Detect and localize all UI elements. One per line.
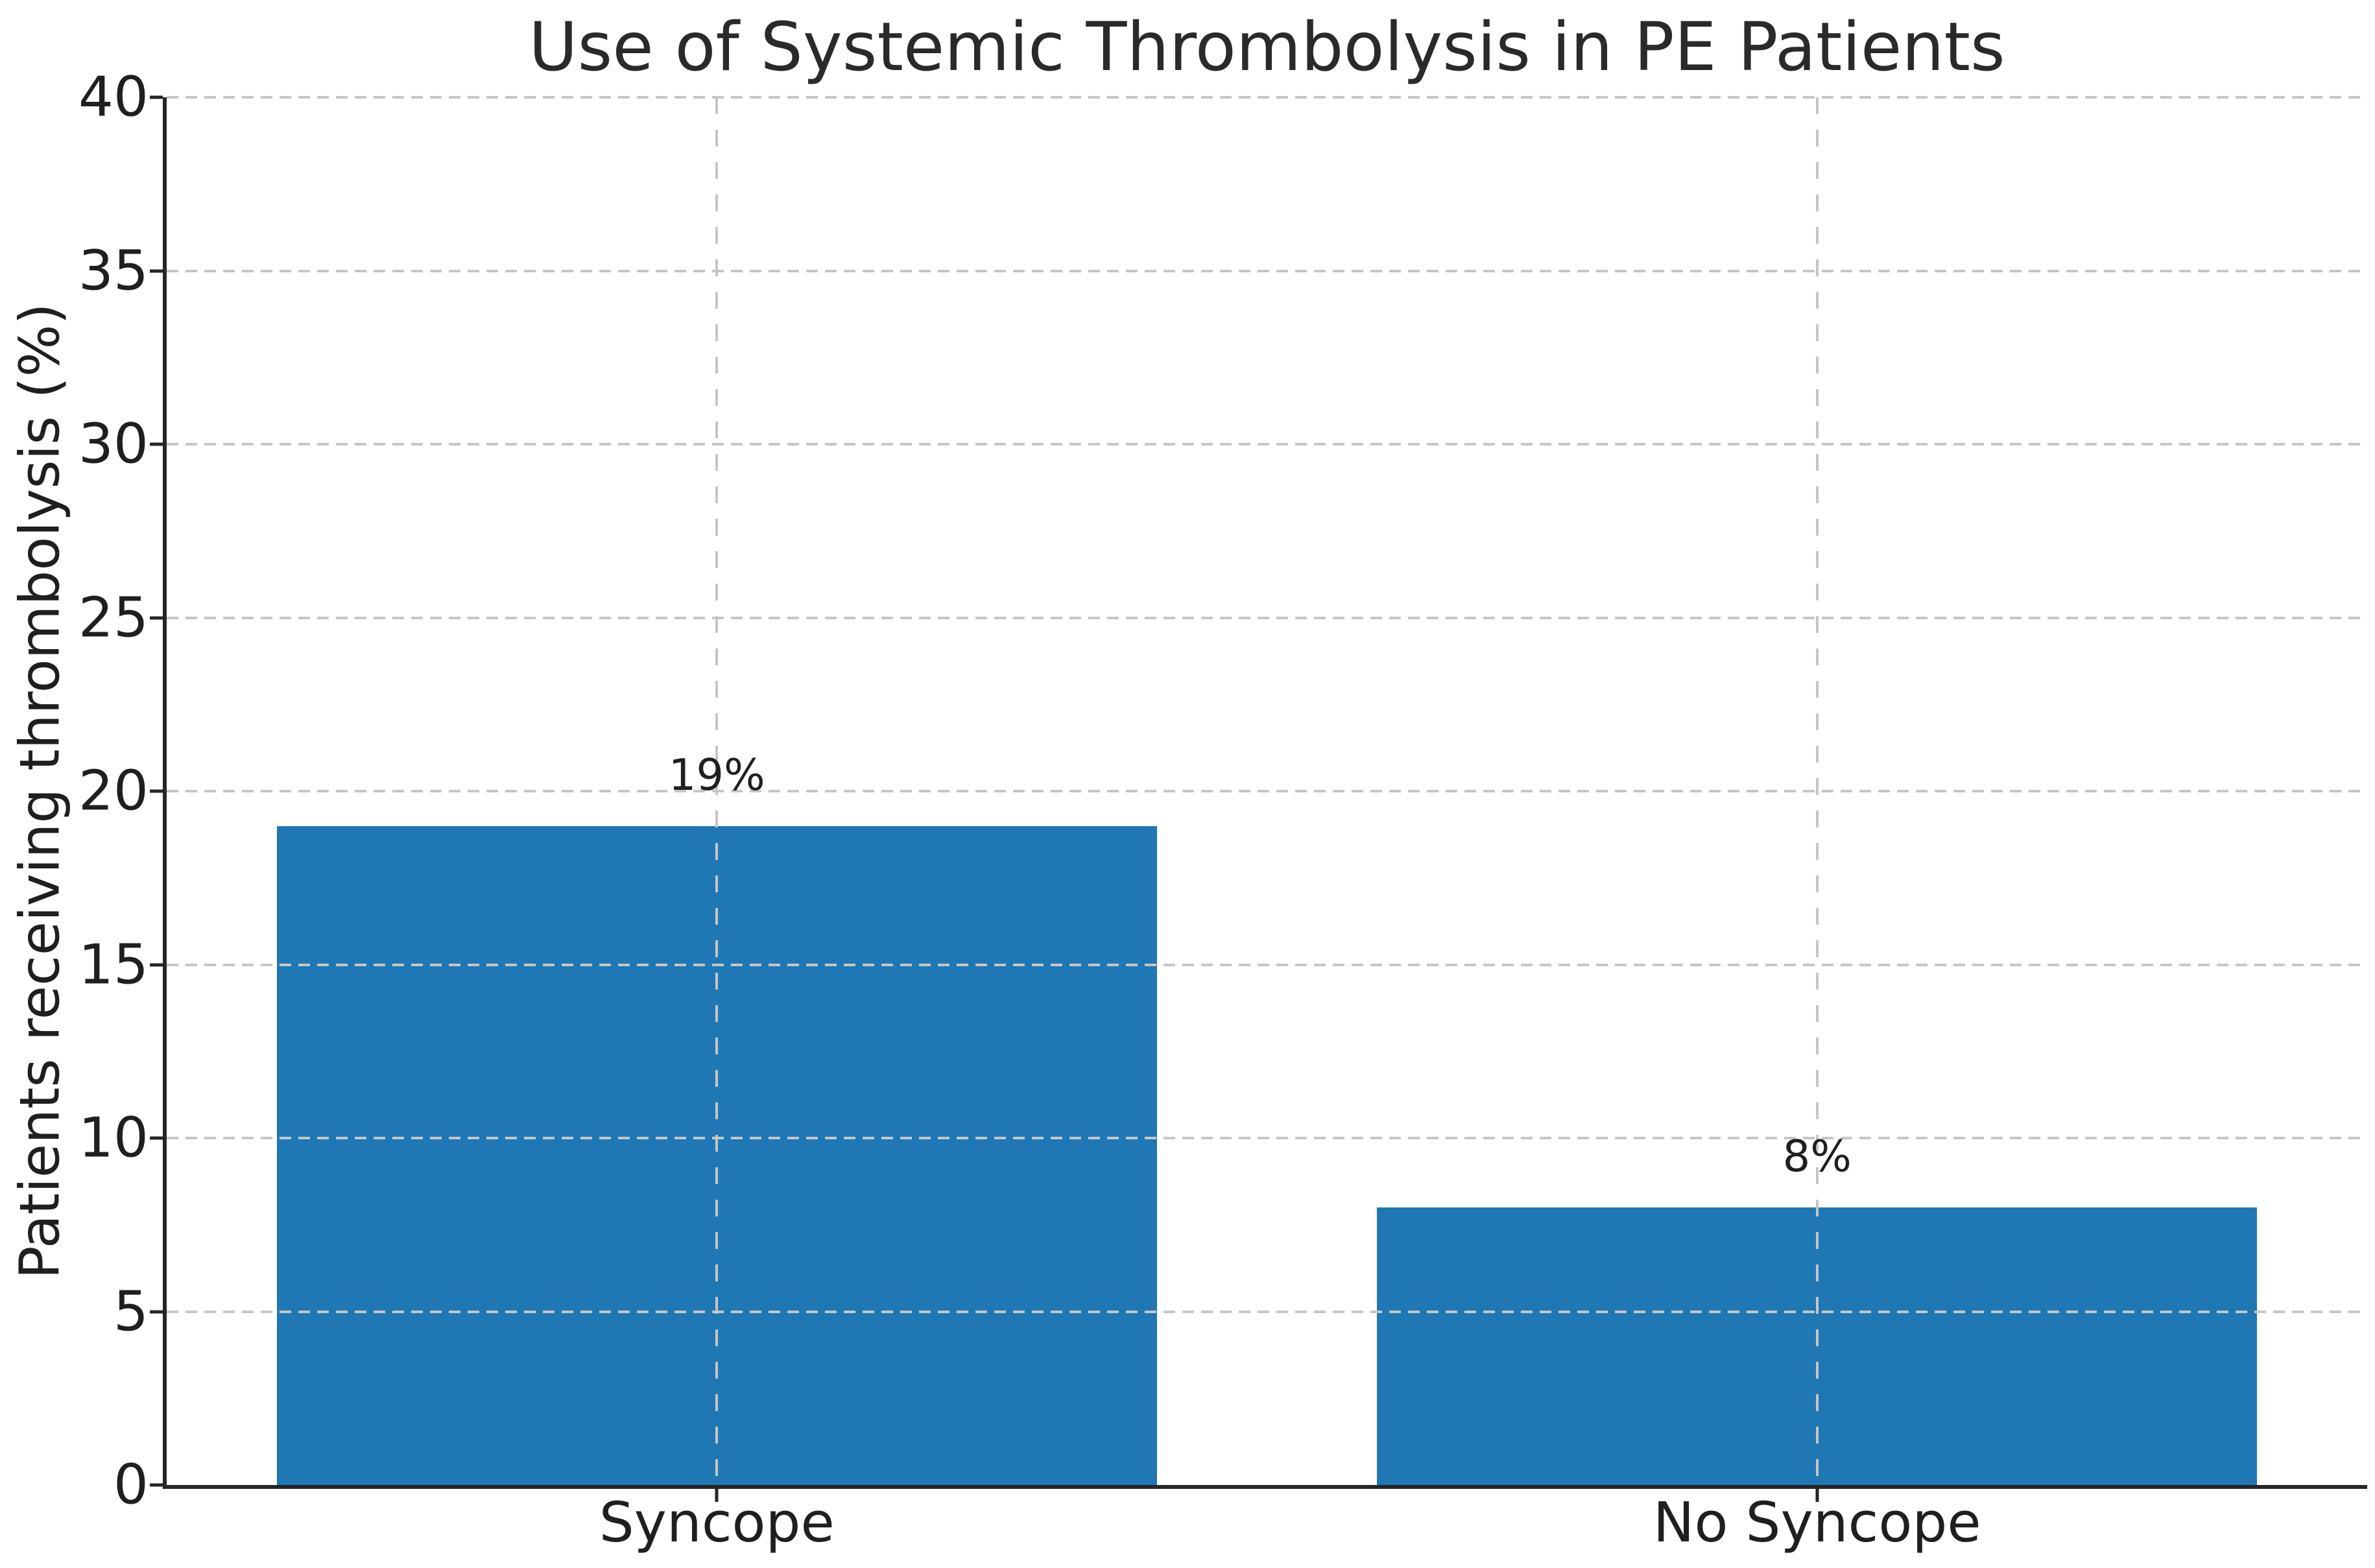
y-tick-label: 15	[78, 932, 149, 997]
h-gridline	[167, 443, 2367, 445]
y-tick-mark	[150, 1136, 163, 1140]
v-gridline	[715, 97, 719, 1485]
y-tick-mark	[150, 1483, 163, 1487]
y-tick-label: 0	[113, 1453, 149, 1517]
y-tick-label: 40	[78, 65, 149, 130]
left-spine	[163, 97, 167, 1489]
x-tick-mark	[715, 1489, 719, 1502]
y-tick-label: 20	[78, 759, 149, 824]
bar-value-label: 8%	[1782, 1131, 1852, 1182]
y-tick-label: 10	[78, 1106, 149, 1170]
y-tick-mark	[150, 95, 163, 99]
h-gridline	[167, 269, 2367, 272]
y-tick-mark	[150, 269, 163, 272]
bottom-spine	[163, 1485, 2367, 1489]
y-tick-label: 35	[78, 239, 149, 303]
y-tick-mark	[150, 442, 163, 446]
plot-area: 0 5 10 15 20 25 30 35 40 19% Syncope 8% No Syncope	[78, 70, 2367, 1555]
h-gridline	[167, 1137, 2367, 1139]
x-tick-mark	[1815, 1489, 1819, 1502]
y-tick-mark	[150, 789, 163, 793]
y-tick-mark	[150, 1310, 163, 1313]
v-gridline	[1815, 97, 1819, 1485]
y-tick-mark	[150, 616, 163, 619]
bar-value-label: 19%	[668, 749, 765, 800]
h-gridline	[167, 616, 2367, 619]
h-gridline	[167, 963, 2367, 966]
y-tick-mark	[150, 963, 163, 966]
y-axis-label: Patients receiving thrombolysis (%)	[8, 303, 73, 1279]
h-gridline	[167, 790, 2367, 792]
x-tick-label: No Syncope	[1653, 1491, 1981, 1555]
y-tick-label: 5	[113, 1279, 149, 1344]
h-gridline	[167, 1310, 2367, 1313]
chart-title: Use of Systemic Thrombolysis in PE Patie…	[529, 8, 2005, 86]
h-gridline	[167, 96, 2367, 99]
x-tick-label: Syncope	[599, 1491, 835, 1555]
y-tick-label: 25	[78, 586, 149, 650]
y-tick-label: 30	[78, 412, 149, 477]
